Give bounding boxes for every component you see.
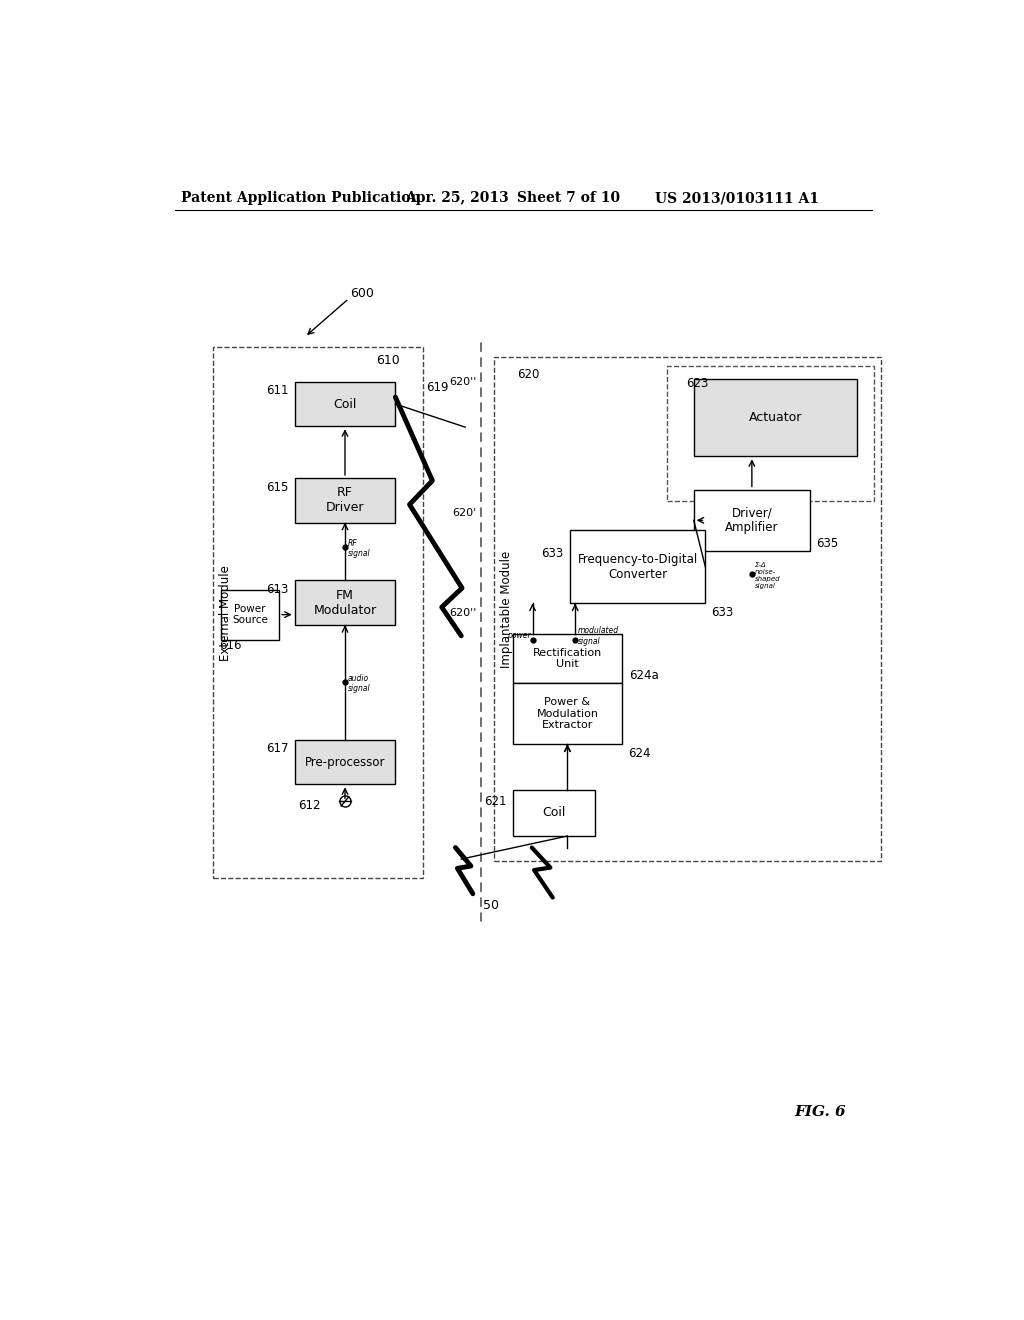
Bar [513,682,622,744]
Text: 611: 611 [266,384,289,397]
Text: Patent Application Publication: Patent Application Publication [180,191,420,206]
Text: Driver/
Amplifier: Driver/ Amplifier [725,507,778,535]
Bar [295,478,395,523]
Bar [513,635,622,682]
Bar [295,739,395,784]
Text: 633: 633 [712,606,734,619]
Text: 620'': 620'' [450,376,477,387]
Text: 620': 620' [453,508,477,517]
Text: 624: 624 [628,747,650,760]
Text: 613: 613 [266,583,289,597]
Text: Frequency-to-Digital
Converter: Frequency-to-Digital Converter [578,553,697,581]
Text: 623: 623 [686,376,709,389]
Text: Apr. 25, 2013: Apr. 25, 2013 [404,191,509,206]
Bar [221,590,280,640]
Text: External Module: External Module [219,565,232,660]
Text: 619: 619 [426,381,449,395]
Text: 50: 50 [482,899,499,912]
Text: 621: 621 [484,795,507,808]
Text: 615: 615 [266,480,289,494]
Text: Power &
Modulation
Extractor: Power & Modulation Extractor [537,697,598,730]
Bar [667,367,874,502]
Bar [693,490,810,552]
Text: Power
Source: Power Source [232,603,268,626]
Text: Actuator: Actuator [749,412,802,425]
Text: FM
Modulator: FM Modulator [313,589,377,616]
Text: 616: 616 [219,639,242,652]
Text: Σ-Δ
noise-
shaped
signal: Σ-Δ noise- shaped signal [755,562,780,589]
Text: 610: 610 [376,354,399,367]
Text: 600: 600 [350,286,375,300]
Bar [494,358,882,862]
Text: Coil: Coil [542,807,565,820]
Text: modulated
signal: modulated signal [578,626,618,645]
Bar [569,531,706,603]
Text: 620'': 620'' [450,607,477,618]
Text: 617: 617 [266,742,289,755]
Text: 624a: 624a [630,668,659,681]
Text: 633: 633 [542,546,563,560]
Bar [295,381,395,426]
Text: US 2013/0103111 A1: US 2013/0103111 A1 [655,191,819,206]
Text: Rectification
Unit: Rectification Unit [532,648,602,669]
Text: FIG. 6: FIG. 6 [795,1105,846,1118]
Bar [513,789,595,836]
Text: Coil: Coil [334,397,356,411]
Text: Pre-processor: Pre-processor [305,755,385,768]
Bar [213,347,423,878]
Text: 612: 612 [299,800,321,813]
Text: RF
signal: RF signal [348,539,371,558]
Text: audio
signal: audio signal [348,673,371,693]
Text: power: power [507,631,530,640]
Text: 635: 635 [816,537,839,550]
Text: Sheet 7 of 10: Sheet 7 of 10 [517,191,621,206]
Text: RF
Driver: RF Driver [326,486,365,515]
Bar [693,379,856,457]
Text: Implantable Module: Implantable Module [500,550,513,668]
Text: 620: 620 [517,367,540,380]
Bar [295,581,395,626]
